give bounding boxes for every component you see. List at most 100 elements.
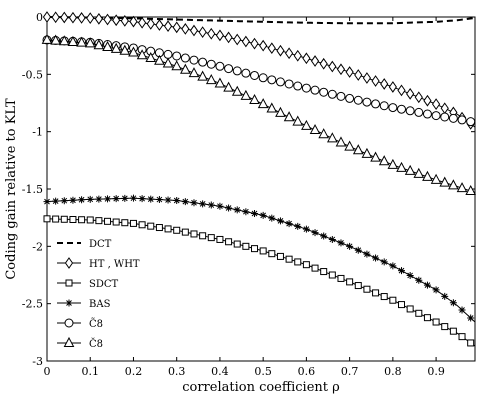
data-point [284,47,294,60]
data-point [398,267,406,275]
data-point [432,286,440,294]
data-point [112,14,121,27]
data-point [292,115,304,126]
data-point [415,276,423,284]
data-point [86,12,95,25]
data-point [467,339,475,347]
x-tick-label: 0.1 [81,365,99,378]
data-point [52,215,60,223]
data-point [406,87,415,100]
data-point [276,217,284,225]
data-point [398,301,406,309]
data-point [251,245,259,253]
data-point [225,238,233,246]
data-point [389,262,397,270]
data-point [430,173,442,184]
data-point [199,232,207,240]
data-point [233,33,242,46]
x-tick-label: 0.7 [341,365,359,378]
data-point [294,222,302,230]
data-point [112,218,120,226]
data-point [276,252,284,260]
data-point [240,89,252,100]
data-point [60,11,69,24]
data-point [267,42,276,55]
data-point [257,98,269,109]
data-point [110,42,122,53]
data-point [155,196,163,204]
data-point [207,201,215,209]
data-point [250,37,259,50]
data-point [311,229,319,237]
data-point [414,107,424,117]
data-point [294,258,302,266]
data-point [380,258,388,266]
data-point [164,196,172,204]
y-tick-label: 0 [36,11,43,24]
data-point [363,250,371,258]
data-point [336,91,346,101]
data-point [43,215,51,223]
data-point [440,102,449,115]
data-point [405,106,415,116]
data-point [397,84,406,97]
data-point [458,333,466,341]
data-point [354,69,363,81]
data-point [423,94,432,107]
series-layer [41,11,477,347]
data-point [241,68,251,78]
data-point [466,117,476,127]
data-point [173,196,181,204]
data-point [267,75,277,85]
data-point [206,59,216,69]
data-point [207,27,216,40]
data-point [104,217,112,225]
data-point [249,93,260,105]
data-point [431,111,441,121]
data-point [173,226,181,234]
data-point [214,77,226,88]
y-tick-label: -3 [32,355,43,368]
data-point [155,224,163,232]
data-point [372,289,380,297]
data-point [52,197,60,205]
data-point [94,12,103,25]
y-tick-label: -2.5 [22,298,43,311]
x-tick-label: 0.3 [168,365,186,378]
data-point [138,221,146,229]
data-point [389,296,397,304]
legend-marker [63,336,75,347]
data-point [423,314,431,322]
data-point [78,196,86,204]
data-point [197,70,208,81]
data-point [51,11,60,24]
data-point [42,11,52,23]
legend-marker [65,299,73,307]
series-star [43,194,476,323]
data-point [181,228,189,236]
data-point [458,306,466,314]
data-point [128,46,139,57]
data-point [283,111,295,122]
data-point [275,106,286,117]
data-point [120,15,129,27]
data-point [180,63,191,74]
data-point [423,281,431,289]
data-point [95,195,103,203]
data-point [189,24,199,37]
data-point [50,34,61,45]
x-tick-label: 0.4 [211,365,229,378]
data-point [354,246,362,254]
data-point [119,44,131,55]
data-point [190,230,198,238]
legend-label: SDCT [89,279,119,290]
x-tick-label: 0.9 [427,365,445,378]
data-point [362,97,372,107]
data-point [353,95,363,105]
data-point [266,102,278,113]
data-point [259,211,267,219]
data-point [285,255,293,263]
data-point [147,195,155,203]
data-point [285,220,293,228]
data-point [215,61,225,71]
